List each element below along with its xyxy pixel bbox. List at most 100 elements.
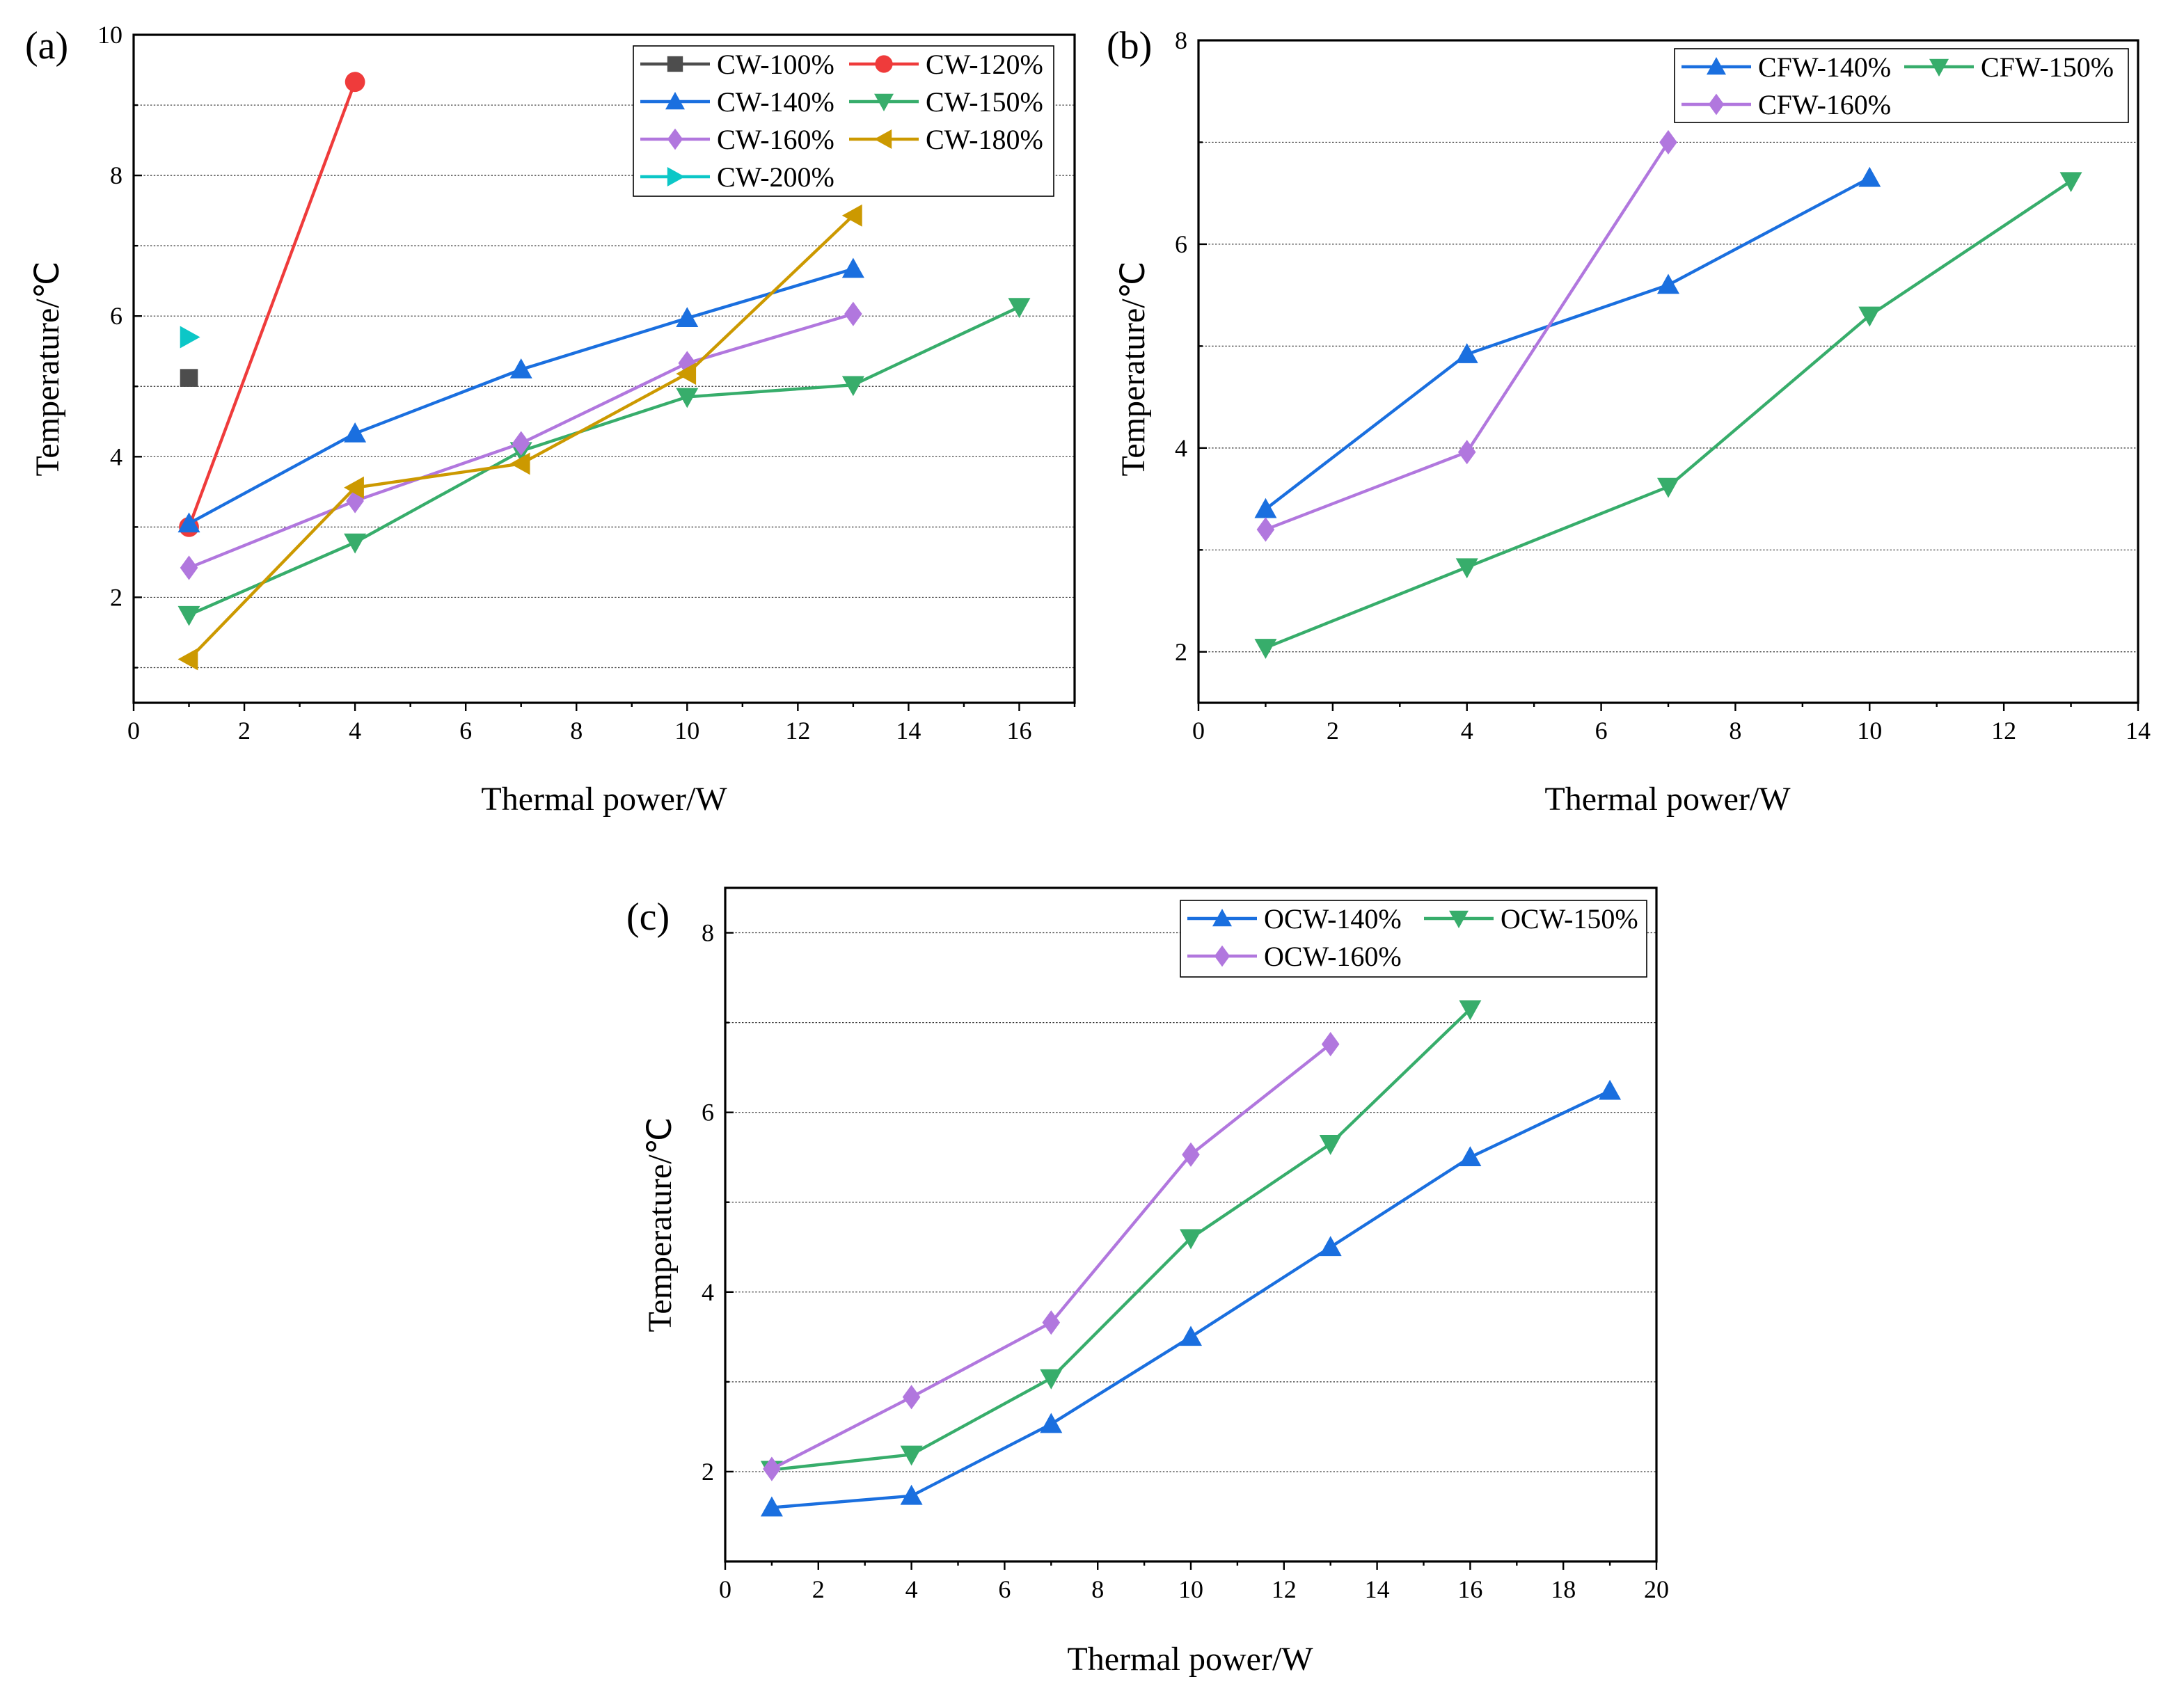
data-point [1657, 477, 1679, 498]
legend-item: CW-200% [640, 161, 834, 193]
series-line [770, 1042, 1332, 1471]
x-tick-label: 2 [238, 717, 251, 745]
legend-label: OCW-150% [1501, 903, 1638, 934]
series-CW-100% [180, 369, 198, 387]
x-tick-label: 16 [1457, 1575, 1482, 1603]
legend-item: CFW-160% [1681, 89, 1891, 120]
legend-label: CW-150% [926, 86, 1043, 118]
x-tick-label: 14 [1365, 1575, 1390, 1603]
data-point [2059, 172, 2082, 193]
data-point [180, 555, 198, 580]
legend-marker-icon [1707, 57, 1726, 75]
legend-marker-icon [1449, 910, 1469, 928]
series-line [771, 1008, 1471, 1472]
x-tick-label: 4 [349, 717, 361, 745]
x-tick-label: 8 [1729, 717, 1741, 745]
x-tick-label: 10 [1857, 717, 1882, 745]
data-point [180, 369, 198, 387]
data-point [1182, 1142, 1200, 1167]
data-point [1459, 1000, 1482, 1021]
y-tick-label: 4 [702, 1278, 714, 1306]
legend-item: OCW-160% [1187, 941, 1402, 972]
data-point [1457, 440, 1476, 465]
data-point [1455, 343, 1478, 363]
x-tick-label: 0 [1192, 717, 1205, 745]
y-tick-label: 2 [110, 583, 122, 611]
y-axis-title: Temperature/℃ [1115, 261, 1152, 476]
x-tick-label: 6 [998, 1575, 1011, 1603]
data-point [1040, 1369, 1063, 1390]
data-point [841, 204, 862, 227]
data-point [676, 307, 699, 328]
x-tick-label: 12 [1272, 1575, 1297, 1603]
series-CW-150% [177, 298, 1031, 626]
panel-label: (c) [626, 896, 670, 939]
data-point [177, 512, 200, 533]
x-tick-label: 4 [1461, 717, 1473, 745]
data-point [1459, 1146, 1482, 1166]
x-tick-label: 14 [896, 717, 921, 745]
legend-item: CW-120% [849, 49, 1043, 80]
legend-label: CW-160% [717, 124, 834, 155]
legend-marker-icon [667, 167, 685, 186]
x-tick-label: 4 [905, 1575, 918, 1603]
legend-label: OCW-140% [1264, 903, 1402, 934]
x-tick-label: 0 [127, 717, 140, 745]
y-axis-title: Temperature/℃ [29, 261, 66, 476]
y-tick-label: 6 [110, 302, 122, 330]
legend-label: CFW-150% [1981, 51, 2114, 83]
legend: CFW-140% CFW-150% CFW-160% [1674, 48, 2129, 123]
data-point [1858, 306, 1881, 327]
x-tick-label: 12 [785, 717, 810, 745]
data-point [900, 1484, 923, 1505]
data-point [900, 1445, 923, 1466]
data-point [1254, 498, 1277, 518]
y-tick-label: 10 [97, 21, 122, 49]
y-tick-label: 8 [702, 919, 714, 947]
data-point [509, 452, 530, 475]
y-tick-label: 4 [1175, 434, 1187, 462]
plot-frame [1197, 39, 2139, 704]
legend-item: CW-160% [640, 124, 834, 155]
series-CW-200% [180, 326, 200, 349]
series-line [1265, 141, 1670, 532]
series-CFW-140% [1254, 166, 1881, 518]
data-point [1319, 1236, 1342, 1257]
x-axis-title: Thermal power/W [1067, 1641, 1313, 1678]
legend-marker-icon [1708, 93, 1725, 116]
legend-marker-icon [1929, 58, 1949, 77]
x-tick-label: 20 [1644, 1575, 1669, 1603]
legend-box [633, 45, 1054, 197]
x-tick-label: 14 [2126, 717, 2151, 745]
legend-marker-icon [875, 55, 893, 73]
legend-item: CW-180% [849, 124, 1043, 155]
data-point [676, 388, 699, 408]
data-point [763, 1456, 781, 1481]
data-point [1180, 1326, 1202, 1346]
x-tick-label: 2 [1327, 717, 1339, 745]
legend-label: CFW-160% [1758, 89, 1891, 120]
x-axis-title: Thermal power/W [1544, 781, 1791, 818]
legend-label: CW-140% [717, 86, 834, 118]
series-OCW-140% [760, 1079, 1622, 1517]
x-tick-label: 0 [719, 1575, 731, 1603]
legend-item: OCW-150% [1424, 903, 1638, 934]
legend-marker-icon [1212, 909, 1232, 927]
chart-panel-c: 0 2 4 6 8 10 12 14 16 18 20 2 4 6 8 Thermal power/W Temp… [626, 886, 1669, 1678]
series-CW-180% [177, 204, 862, 671]
series-CW-160% [180, 301, 862, 580]
data-point [1042, 1310, 1061, 1335]
data-point [1040, 1413, 1063, 1433]
x-tick-label: 18 [1551, 1575, 1576, 1603]
legend-marker-icon [667, 128, 683, 150]
data-point [509, 358, 532, 379]
legend-label: CW-120% [926, 49, 1043, 80]
y-axis-title: Temperature/℃ [642, 1117, 679, 1332]
legend-marker-icon [874, 129, 892, 149]
data-point [1180, 1229, 1202, 1250]
chart-panel-a: 0 2 4 6 8 10 12 14 16 2 4 6 8 10 Thermal power/W Temper… [25, 21, 1076, 818]
data-point [177, 648, 198, 671]
data-point [180, 326, 200, 349]
x-tick-label: 8 [1091, 1575, 1104, 1603]
